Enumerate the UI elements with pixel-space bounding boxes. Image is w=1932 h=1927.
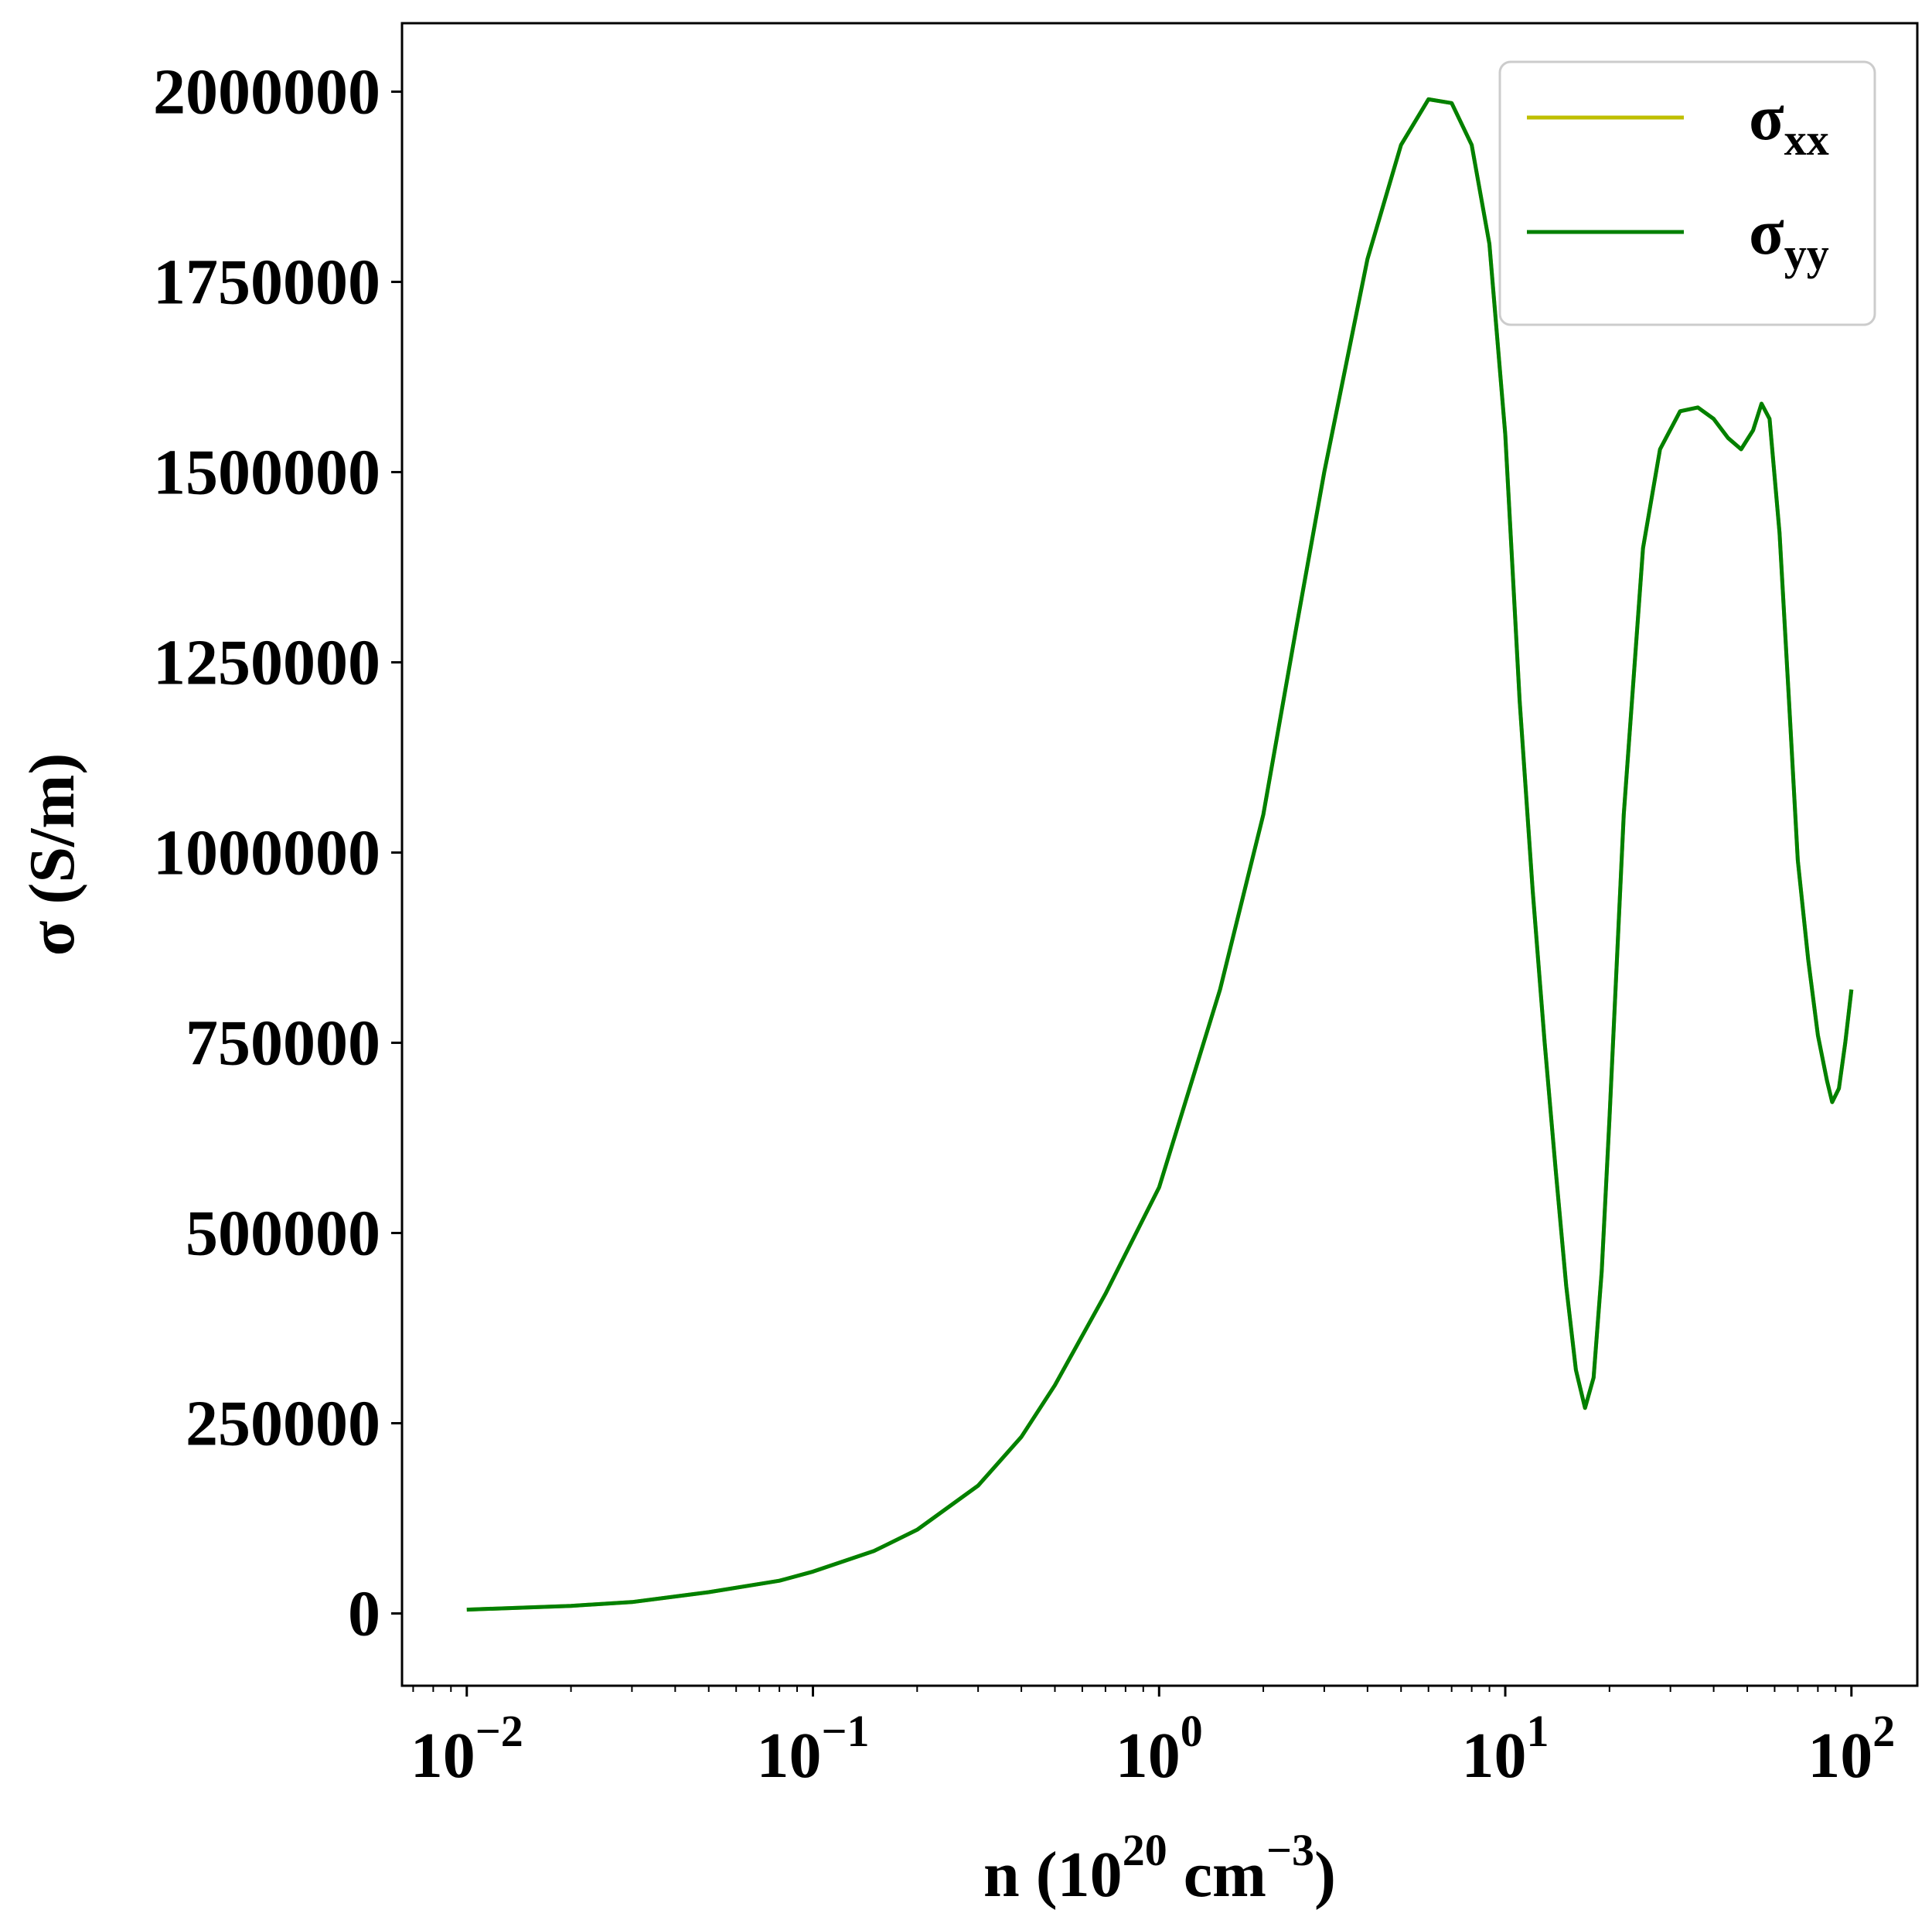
legend-label-xx: σxx bbox=[1749, 82, 1829, 165]
x-axis-label-end: ) bbox=[1314, 1839, 1336, 1911]
legend: σxx σyy bbox=[1498, 60, 1876, 326]
y-tick-label: 750000 bbox=[186, 1008, 380, 1079]
y-tick-label: 500000 bbox=[186, 1198, 380, 1270]
y-tick-label: 250000 bbox=[186, 1388, 380, 1460]
x-tick-label: 101 bbox=[1462, 1706, 1549, 1792]
y-axis: 0 250000 500000 750000 1000000 1250000 1500000… bbox=[153, 56, 402, 1650]
legend-box bbox=[1498, 60, 1876, 326]
y-tick-label: 1750000 bbox=[153, 247, 380, 319]
series-layer bbox=[466, 97, 1854, 1612]
y-tick-label: 1250000 bbox=[153, 627, 380, 699]
x-axis-label-exp1: 20 bbox=[1123, 1825, 1167, 1875]
x-axis-label-exp2: −3 bbox=[1266, 1825, 1314, 1875]
x-tick-label: 100 bbox=[1116, 1706, 1203, 1792]
x-axis-label-mid: cm bbox=[1167, 1839, 1266, 1911]
x-axis: 10−2 10−1 100 101 102 bbox=[411, 1686, 1895, 1792]
x-axis-label-base: n (10 bbox=[983, 1839, 1123, 1911]
x-tick-label: 102 bbox=[1808, 1706, 1895, 1792]
legend-label-yy: σyy bbox=[1749, 196, 1829, 279]
series-line-yy bbox=[466, 97, 1854, 1612]
y-tick-label: 1000000 bbox=[153, 817, 380, 889]
y-tick-label: 2000000 bbox=[153, 56, 380, 128]
x-tick-label: 10−2 bbox=[411, 1706, 523, 1792]
y-axis-label: σ (S/m) bbox=[16, 753, 88, 957]
x-tick-label: 10−1 bbox=[756, 1706, 869, 1792]
y-tick-label: 1500000 bbox=[153, 437, 380, 509]
x-axis-label: n (1020 cm−3) bbox=[983, 1825, 1336, 1911]
y-tick-label: 0 bbox=[348, 1578, 380, 1650]
